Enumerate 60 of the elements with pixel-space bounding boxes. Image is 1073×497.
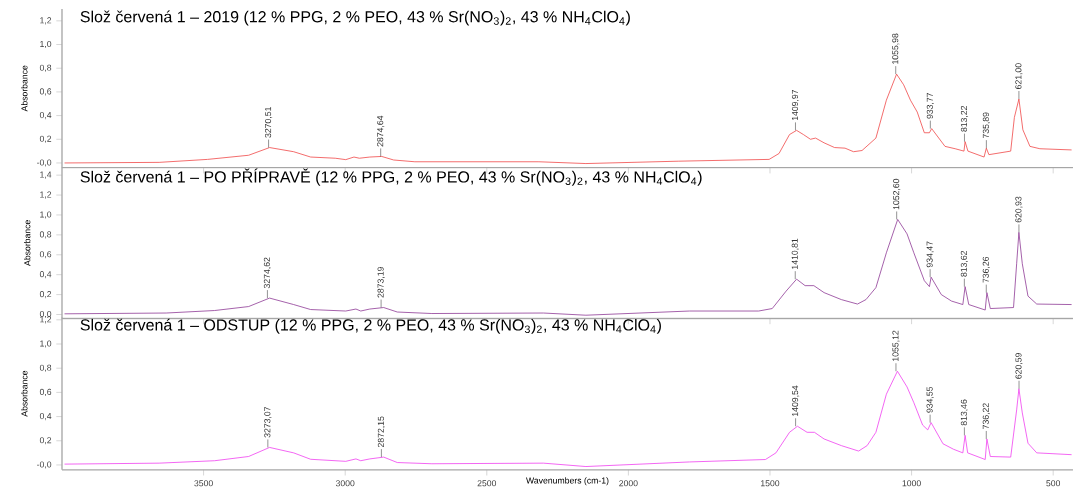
chart-title: Slož červená 1 – ODSTUP (12 % PPG, 2 % PEO, 43 % Sr(NO$_{3}$)$_{2}$, 43 % NH$_{4}$ClO$_{4}$): [80, 318, 661, 334]
annotation: 3273,07: [264, 406, 272, 438]
y-tick-label: 1,4: [40, 171, 52, 179]
x-axis-title: Wavenumbers (cm-1): [526, 477, 609, 486]
annotation: 1052,60: [893, 178, 901, 210]
y-axis-title: Absorbance: [21, 65, 28, 112]
y-tick-label: -0,0: [37, 159, 52, 167]
y-tick-label: 0,8: [39, 364, 52, 372]
y-tick-label: 0,0: [39, 310, 52, 319]
annotation: 933,77: [926, 92, 934, 119]
annotation: 813,46: [960, 399, 968, 426]
x-tick-label: 1000: [902, 480, 921, 487]
annotation: 621,00: [1015, 63, 1023, 89]
y-tick-label: 0,6: [39, 88, 52, 96]
annotation: 736,22: [982, 403, 990, 429]
y-tick-label: 0,6: [39, 388, 52, 396]
y-tick-label: 0,4: [39, 271, 52, 279]
annotation: 1409,54: [792, 385, 800, 416]
annotation: 934,47: [926, 241, 934, 268]
annotation: 620,93: [1015, 196, 1023, 223]
y-axis-title: Absorbance: [24, 220, 31, 266]
y-tick-label: 1,2: [40, 17, 52, 25]
annotation: 620,59: [1015, 353, 1023, 379]
x-tick-label: 2500: [477, 480, 497, 487]
annotation: 2873,19: [377, 267, 385, 298]
chart-title: Slož červená 1 – PO PŘÍPRAVĚ (12 % PPG, 2 % PEO, 43 % Sr(NO$_{3}$)$_{2}$, 43 % NH$_{4}$ClO$_{4}$): [80, 168, 702, 186]
x-tick-label: 1500: [761, 480, 780, 487]
y-axis-title: Absorbance: [21, 370, 28, 417]
annotation: 735,89: [982, 112, 990, 139]
y-tick-label: 0,2: [39, 437, 52, 445]
y-tick-label: 1,0: [40, 340, 52, 348]
y-tick-label: 1,2: [40, 316, 52, 324]
annotation: 2872,15: [377, 416, 385, 448]
annotation: 1055,98: [892, 33, 900, 64]
y-tick-label: 1,0: [40, 211, 52, 219]
y-tick-label: 0,8: [39, 231, 52, 239]
annotation: 1410,81: [791, 238, 799, 269]
y-tick-label: 1,0: [40, 40, 52, 49]
annotation: 736,26: [982, 256, 990, 283]
x-tick-label: 500: [1046, 480, 1061, 487]
y-tick-label: -0,0: [37, 461, 52, 469]
y-tick-label: 0,2: [39, 291, 52, 299]
annotation: 2874,64: [377, 115, 385, 147]
x-tick-label: 3500: [194, 480, 213, 487]
annotation: 813,22: [960, 105, 969, 132]
x-tick-label: 2000: [619, 480, 638, 487]
y-tick-label: 0,6: [39, 251, 52, 259]
annotation: 1055,12: [892, 330, 900, 361]
annotation: 3270,51: [265, 107, 273, 138]
y-tick-label: 0,8: [39, 64, 52, 72]
annotation: 3274,62: [263, 257, 271, 289]
y-tick-label: 0,2: [39, 135, 52, 143]
annotation: 813,62: [960, 250, 968, 277]
y-tick-label: 0,4: [39, 112, 52, 120]
x-tick-label: 3000: [335, 480, 355, 487]
chart-title: Slož červená 1 – 2019 (12 % PPG, 2 % PEO, 43 % Sr(NO$_{3}$)$_{2}$, 43 % NH$_{4}$ClO$_{4}$): [80, 10, 630, 26]
annotation: 1409,97: [791, 89, 800, 121]
y-tick-label: 1,2: [40, 191, 52, 199]
y-tick-label: 0,4: [39, 413, 52, 421]
annotation: 934,55: [926, 386, 934, 413]
